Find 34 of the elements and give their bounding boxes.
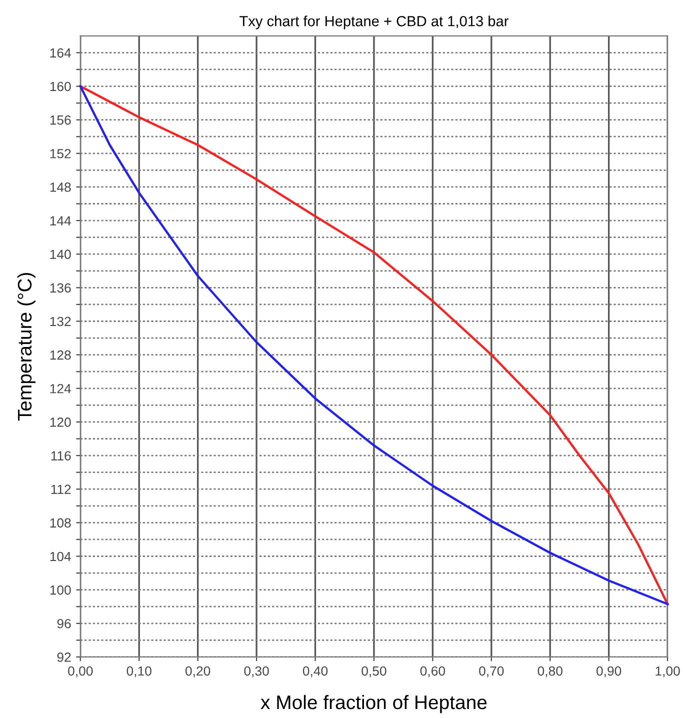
- x-tick-label: 0,40: [302, 666, 328, 678]
- y-tick-label: 120: [50, 418, 71, 427]
- x-tick-label: 1,00: [656, 666, 680, 678]
- y-tick-label: 148: [50, 182, 71, 192]
- y-tick-label: 144: [50, 216, 71, 226]
- x-tick-label: 0,20: [185, 666, 210, 678]
- x-tick-label: 0,60: [420, 666, 446, 678]
- y-tick-label: 160: [50, 82, 71, 92]
- y-tick-label: 132: [50, 316, 71, 326]
- y-tick-label: 92: [57, 652, 71, 662]
- x-axis-title: x Mole fraction of Heptane: [260, 694, 487, 714]
- y-tick-label: 128: [50, 350, 71, 360]
- x-tick-label: 0,80: [538, 666, 562, 678]
- y-tick-label: 156: [50, 115, 71, 125]
- y-tick-label: 112: [51, 484, 71, 494]
- chart-title: Txy chart for Heptane + CBD at 1,013 bar: [240, 16, 508, 30]
- y-tick-label: 164: [50, 48, 71, 58]
- y-tick-label: 140: [50, 250, 71, 260]
- line-series: [79, 85, 669, 606]
- y-tick-label: 152: [50, 148, 71, 158]
- y-tick-label: 104: [50, 552, 71, 562]
- y-tick-label: 116: [51, 451, 71, 460]
- x-tick-label: 0,50: [362, 666, 386, 678]
- y-tick-label: 100: [50, 585, 71, 595]
- y-tick-label: 96: [57, 618, 71, 628]
- x-tick-label: 0,90: [596, 666, 622, 678]
- y-tick-label: 136: [50, 283, 71, 293]
- x-tick-label: 0,00: [68, 666, 93, 678]
- x-tick-label: 0,70: [479, 666, 504, 678]
- x-tick-label: 0,30: [244, 666, 269, 678]
- y-axis-title: Temperature (°C): [17, 272, 36, 421]
- y-tick-label: 108: [50, 518, 71, 528]
- y-tick-label: 124: [50, 384, 71, 394]
- x-tick-label: 0,10: [126, 666, 152, 678]
